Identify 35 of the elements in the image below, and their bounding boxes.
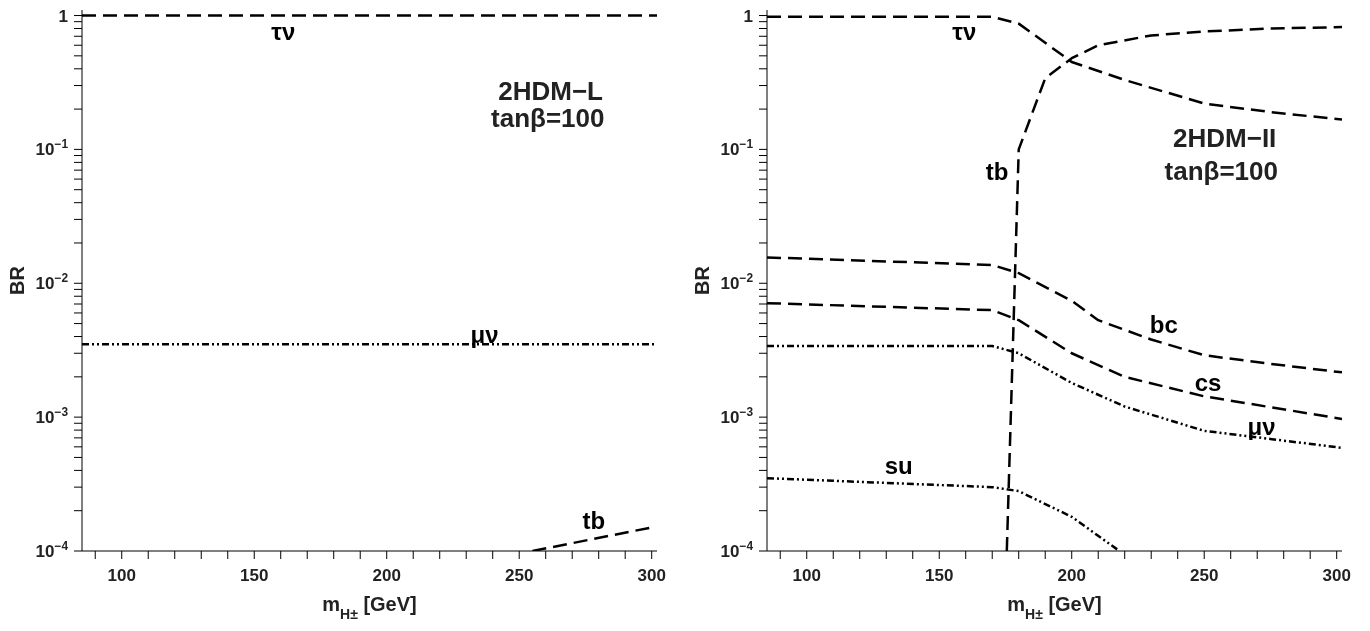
y-tick-label: 10$^{−2}$ (35, 271, 69, 294)
series-label: cs (1194, 369, 1222, 398)
series-label: su (884, 452, 913, 481)
y-tick-label: 10$^{−2}$ (720, 271, 754, 294)
y-tick-label: 10$^{−4}$ (720, 539, 754, 561)
x-tick-label: 150 (240, 566, 269, 585)
x-tick-label: 150 (925, 566, 954, 585)
x-tick-label: 300 (1322, 566, 1351, 585)
series-label: bc (1149, 311, 1178, 340)
x-tick-label: 250 (505, 566, 534, 585)
y-tick-label: 10$^{−3}$ (720, 405, 754, 428)
y-tick-label: 10$^{−1}$ (720, 137, 754, 160)
series-label: μν (1247, 412, 1276, 441)
y-tick-label: 1 (58, 6, 68, 26)
series-label: τν (952, 17, 977, 46)
series-label: tb (582, 507, 606, 536)
x-tick-label: 100 (107, 566, 136, 585)
y-tick-label: 1 (743, 6, 753, 26)
x-tick-label: 200 (372, 566, 401, 585)
x-tick-label: 200 (1057, 566, 1086, 585)
annotation: tanβ=100 (1164, 155, 1278, 187)
x-tick-label: 300 (637, 566, 666, 585)
y-tick-label: 10$^{−4}$ (35, 539, 69, 561)
series-label: τν (271, 17, 296, 46)
y-tick-label: 10$^{−1}$ (35, 137, 69, 160)
x-axis-title: m$_{H±}$ [GeV] (322, 593, 417, 622)
x-tick-label: 100 (792, 566, 821, 585)
x-tick-label: 250 (1190, 566, 1219, 585)
x-axis-title: m$_{H±}$ [GeV] (1007, 593, 1102, 622)
y-tick-label: 10$^{−3}$ (35, 405, 69, 428)
annotation: 2HDM−II (1173, 122, 1277, 154)
y-axis-title: BR (6, 265, 28, 295)
series-label: tb (985, 158, 1009, 187)
series-label: μν (470, 320, 499, 349)
y-axis-title: BR (691, 265, 713, 295)
